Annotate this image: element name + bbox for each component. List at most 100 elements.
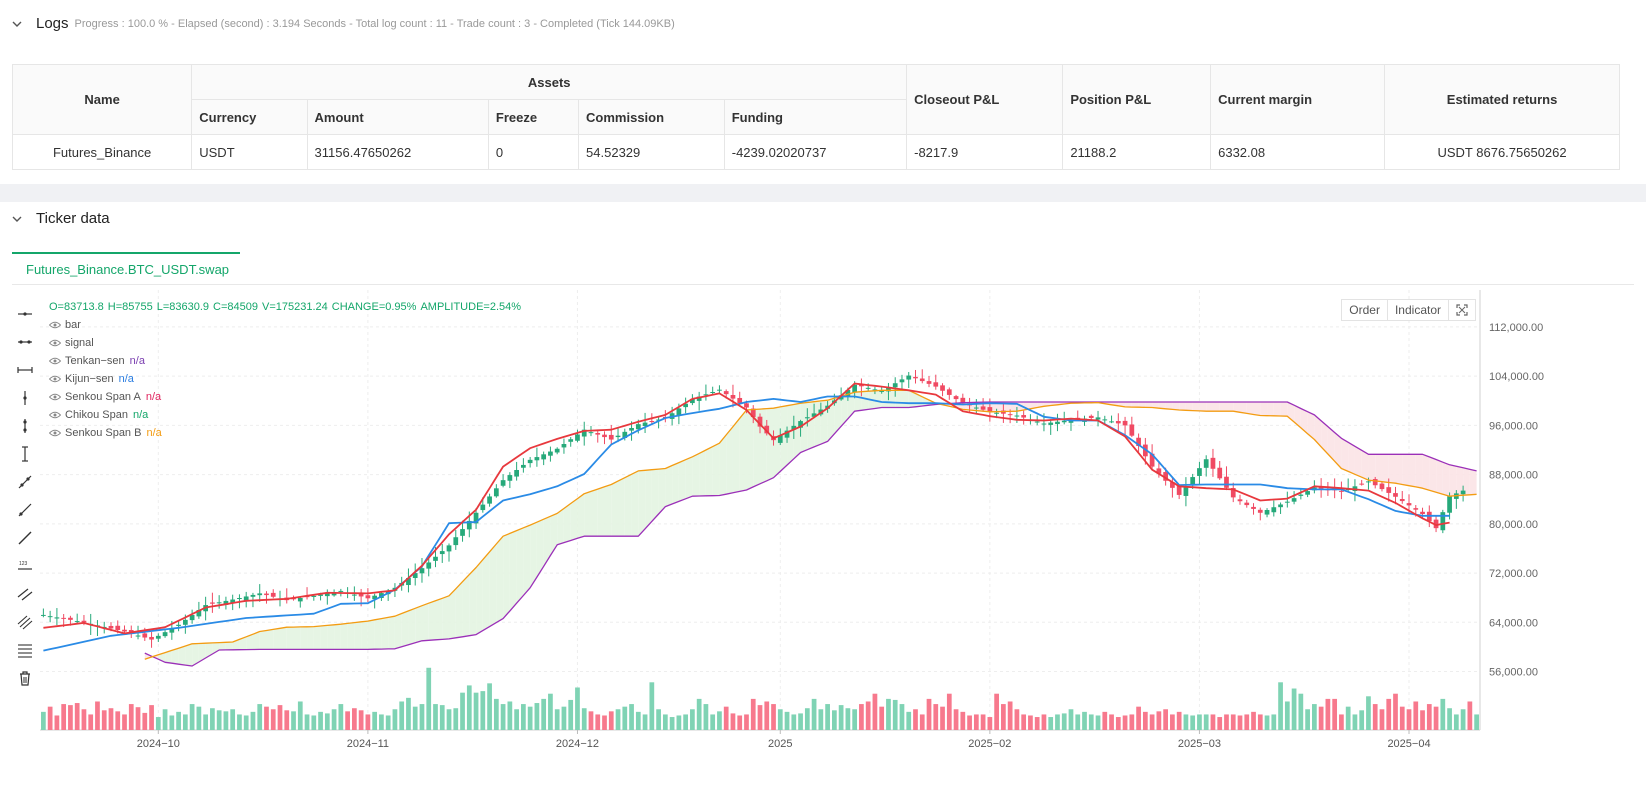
cloud-segment: [225, 642, 233, 650]
col-position: Position P&L: [1062, 64, 1212, 135]
candle-body: [608, 434, 614, 440]
cell-name: Futures_Binance: [11, 134, 193, 170]
eye-icon[interactable]: [49, 411, 61, 419]
volume-bar: [372, 711, 378, 730]
volume-bar: [446, 709, 452, 730]
vertical-line-tool-icon[interactable]: [14, 384, 36, 412]
candle-body: [257, 593, 263, 596]
chevron-down-icon[interactable]: [12, 19, 22, 29]
cloud-segment: [388, 616, 395, 649]
cloud-segment: [746, 409, 754, 490]
cloud-segment: [719, 434, 727, 496]
legend-item[interactable]: Kijun−sen n/a: [49, 370, 525, 388]
chevron-down-icon[interactable]: [12, 214, 22, 224]
volume-bar: [1244, 714, 1250, 730]
extended-line-tool-icon[interactable]: [14, 356, 36, 384]
candle-body: [635, 424, 641, 430]
horizontal-line-tool-icon[interactable]: [14, 300, 36, 328]
ticker-title: Ticker data: [36, 210, 110, 227]
cloud-segment: [692, 453, 700, 497]
vertical-range-tool-icon[interactable]: [14, 440, 36, 468]
fib-retracement-tool-icon[interactable]: [14, 636, 36, 664]
legend-item[interactable]: Senkou Span A n/a: [49, 388, 525, 406]
legend-item[interactable]: Senkou Span B n/a: [49, 424, 525, 442]
candle-body: [108, 625, 114, 629]
price-chart[interactable]: 56,000.00 64,000.00 72,000.00 80,000.00 88,0…: [40, 290, 1640, 758]
cloud-segment: [1158, 402, 1166, 409]
cloud-segment: [1233, 402, 1240, 413]
candle-body: [439, 551, 445, 555]
cloud-segment: [881, 390, 889, 408]
volume-bar: [1393, 693, 1398, 730]
price-label-tool-icon[interactable]: 123: [14, 552, 36, 580]
cloud-segment: [563, 503, 571, 543]
cloud-segment: [699, 450, 706, 496]
candle-body: [1102, 419, 1108, 421]
candle-body: [1088, 415, 1094, 418]
legend-value: n/a: [118, 373, 134, 385]
candle-body: [852, 384, 858, 393]
cloud-segment: [334, 624, 341, 650]
candle-body: [581, 429, 587, 437]
candle-body: [1034, 421, 1040, 423]
indicator-button[interactable]: Indicator: [1387, 299, 1449, 321]
volume-bar: [730, 713, 736, 730]
vertical-segment-tool-icon[interactable]: [14, 412, 36, 440]
cloud-segment: [367, 619, 375, 650]
ray-tool-icon[interactable]: [14, 496, 36, 524]
volume-bar: [886, 698, 891, 730]
volume-bar: [960, 711, 966, 730]
horizontal-ray-tool-icon[interactable]: [14, 328, 36, 356]
candle-body: [1372, 479, 1378, 486]
volume-bar: [1318, 706, 1324, 730]
volume-bar: [493, 698, 499, 730]
legend-item[interactable]: Chikou Span n/a: [49, 406, 525, 424]
eye-icon[interactable]: [49, 429, 61, 437]
col-commission: Commission: [578, 99, 725, 135]
trend-line-tool-icon[interactable]: [14, 468, 36, 496]
candle-body: [1413, 508, 1419, 510]
cloud-segment: [421, 603, 429, 641]
logs-title: Logs: [36, 15, 69, 32]
eye-icon[interactable]: [49, 321, 61, 329]
cloud-segment: [638, 470, 646, 537]
cloud-segment: [672, 462, 679, 504]
col-assets: Assets: [191, 64, 908, 100]
legend-item[interactable]: Tenkan−sen n/a: [49, 352, 525, 370]
order-button[interactable]: Order: [1341, 299, 1388, 321]
cloud-segment: [1300, 408, 1308, 434]
logs-header[interactable]: Logs Progress : 100.0 % - Elapsed (secon…: [12, 15, 675, 32]
cloud-segment: [496, 536, 504, 623]
ticker-header[interactable]: Ticker data: [12, 210, 110, 227]
tab-btc-usdt-swap[interactable]: Futures_Binance.BTC_USDT.swap: [12, 252, 240, 284]
eye-icon[interactable]: [49, 357, 61, 365]
candle-body: [703, 394, 709, 396]
segment-tool-icon[interactable]: [14, 524, 36, 552]
volume-bar: [825, 704, 830, 730]
candle-body: [615, 435, 621, 438]
candle-body: [270, 592, 276, 597]
parallel-channel-tool-icon[interactable]: [14, 580, 36, 608]
legend-item[interactable]: bar: [49, 316, 525, 334]
candle-body: [514, 470, 519, 477]
senkou-span-a-line: [144, 389, 1477, 660]
candle-body: [899, 379, 905, 383]
volume-bar: [385, 715, 391, 730]
volume-bar: [169, 715, 175, 730]
candle-body: [696, 396, 702, 401]
cloud-segment: [1402, 454, 1410, 486]
eye-icon[interactable]: [49, 375, 61, 383]
eye-icon[interactable]: [49, 393, 61, 401]
candle-body: [987, 407, 993, 412]
trash-icon[interactable]: [14, 664, 36, 692]
volume-bar: [649, 682, 655, 730]
fullscreen-button[interactable]: [1449, 299, 1476, 321]
legend-item[interactable]: signal: [49, 334, 525, 352]
cloud-segment: [651, 469, 659, 522]
cloud-segment: [212, 642, 220, 654]
eye-icon[interactable]: [49, 339, 61, 347]
candle-body: [906, 375, 912, 380]
volume-bar: [68, 705, 73, 730]
cloud-segment: [408, 608, 416, 645]
pitchfork-tool-icon[interactable]: [14, 608, 36, 636]
